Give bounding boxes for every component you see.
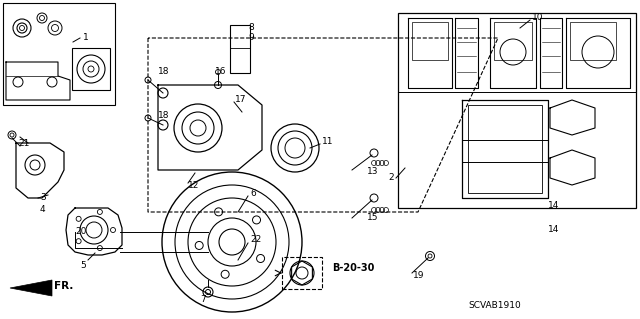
Bar <box>398 13 636 208</box>
Text: 4: 4 <box>40 205 45 214</box>
Text: 14: 14 <box>548 201 559 210</box>
Text: 17: 17 <box>235 95 246 105</box>
Text: 22: 22 <box>250 235 261 244</box>
Text: 12: 12 <box>188 181 200 189</box>
Text: 2: 2 <box>388 174 394 182</box>
Bar <box>412 22 448 60</box>
Bar <box>468 105 542 193</box>
Text: 1: 1 <box>83 33 89 42</box>
Text: 13: 13 <box>367 167 378 176</box>
Bar <box>230 25 250 73</box>
Text: 20: 20 <box>75 227 86 236</box>
Text: 18: 18 <box>158 68 170 77</box>
Bar <box>3 3 115 105</box>
Text: 7: 7 <box>200 295 205 305</box>
Text: 10: 10 <box>532 13 543 23</box>
Text: 15: 15 <box>367 213 378 222</box>
Text: B-20-30: B-20-30 <box>332 263 374 273</box>
Text: 14: 14 <box>548 226 559 234</box>
Text: 18: 18 <box>158 110 170 120</box>
Text: 19: 19 <box>413 271 424 279</box>
Text: 6: 6 <box>250 189 256 197</box>
Text: FR.: FR. <box>54 281 74 291</box>
Text: 5: 5 <box>80 261 86 270</box>
Bar <box>282 257 322 289</box>
Text: SCVAB1910: SCVAB1910 <box>468 300 521 309</box>
Text: 3: 3 <box>40 194 45 203</box>
Polygon shape <box>10 280 52 296</box>
Text: 9: 9 <box>248 33 253 42</box>
Bar <box>494 22 532 60</box>
Text: 21: 21 <box>18 138 29 147</box>
Bar <box>570 22 616 60</box>
Text: 16: 16 <box>215 68 227 77</box>
Bar <box>72 48 110 90</box>
Text: 11: 11 <box>322 137 333 146</box>
Text: 8: 8 <box>248 24 253 33</box>
